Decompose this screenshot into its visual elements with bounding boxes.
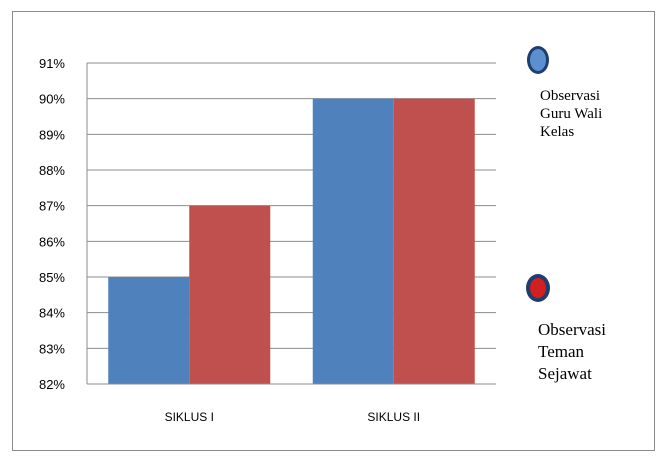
bar bbox=[312, 98, 394, 385]
legend-item-teman-sejawat: Observasi Teman Sejawat bbox=[538, 319, 606, 385]
legend-label: Observasi Teman Sejawat bbox=[538, 320, 606, 383]
y-tick-label: 83% bbox=[39, 341, 65, 356]
y-tick-label: 85% bbox=[39, 270, 65, 285]
category-labels: SIKLUS I SIKLUS II bbox=[165, 410, 421, 424]
bar bbox=[108, 277, 190, 384]
x-category-label: SIKLUS II bbox=[367, 410, 420, 424]
y-tick-label: 90% bbox=[39, 92, 65, 107]
legend-item-guru-wali-kelas: Observasi Guru Wali Kelas bbox=[540, 87, 602, 141]
y-tick-label: 84% bbox=[39, 306, 65, 321]
legend-label: Observasi Guru Wali Kelas bbox=[540, 88, 603, 140]
y-tick-label: 91% bbox=[39, 56, 65, 71]
y-tick-label: 88% bbox=[39, 163, 65, 178]
axes bbox=[86, 63, 496, 385]
bar bbox=[189, 205, 271, 384]
bars bbox=[108, 98, 475, 385]
legend-marker-guru-wali-kelas bbox=[527, 46, 549, 74]
y-tick-label: 87% bbox=[39, 199, 65, 214]
bar bbox=[393, 98, 475, 385]
y-tick-label: 86% bbox=[39, 234, 65, 249]
x-category-label: SIKLUS I bbox=[165, 410, 214, 424]
y-axis-ticks: 82% 83% 84% 85% 86% 87% 88% 89% 90% 91% bbox=[39, 56, 65, 392]
legend-marker-teman-sejawat bbox=[526, 274, 550, 302]
y-tick-label: 89% bbox=[39, 127, 65, 142]
y-tick-label: 82% bbox=[39, 377, 65, 392]
